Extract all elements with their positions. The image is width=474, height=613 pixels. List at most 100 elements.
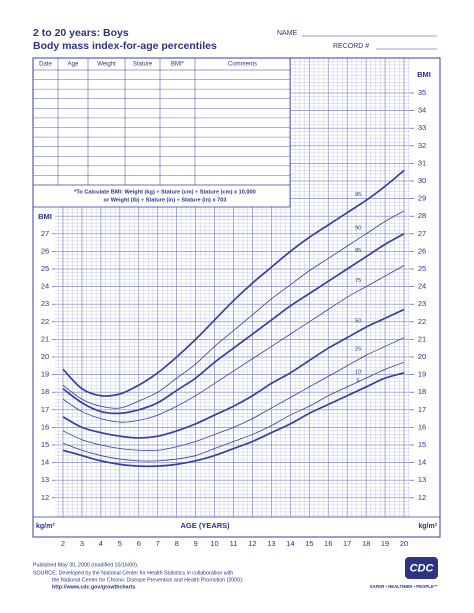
chart-subtitle: Body mass index-for-age percentiles bbox=[33, 40, 217, 52]
bmi-formula: or Weight (lb) ÷ Stature (in) ÷ Stature … bbox=[104, 197, 227, 203]
published-note: Published May 30, 2000 (modified 10/16/0… bbox=[33, 562, 138, 568]
x-tick-label: 8 bbox=[175, 539, 179, 548]
axes: BMIBMI1213141516171819202122232425262712… bbox=[34, 59, 439, 548]
chart-title: 2 to 20 years: Boys bbox=[33, 27, 129, 39]
y-tick-label: 20 bbox=[41, 352, 49, 361]
percentile-label: 90 bbox=[355, 225, 361, 231]
y-tick-label: 35 bbox=[418, 88, 426, 97]
y-tick-label: 12 bbox=[418, 493, 426, 502]
y-tick-label: 29 bbox=[418, 194, 426, 203]
curves: 95 90 85 75 50 25 10 5 bbox=[62, 169, 405, 468]
y-tick-label: 12 bbox=[41, 493, 49, 502]
source-line: the National Center for Chronic Disease … bbox=[52, 577, 243, 583]
unit-label: kg/m² bbox=[36, 523, 55, 530]
record-label: RECORD # bbox=[333, 43, 369, 50]
y-tick-label: 34 bbox=[418, 106, 426, 115]
y-tick-label: 22 bbox=[418, 317, 426, 326]
y-axis-title: BMI bbox=[38, 212, 52, 221]
x-tick-label: 18 bbox=[362, 539, 370, 548]
y-tick-label: 32 bbox=[418, 141, 426, 150]
x-tick-label: 5 bbox=[118, 539, 122, 548]
y-tick-label: 18 bbox=[418, 387, 426, 396]
y-tick-label: 23 bbox=[418, 299, 426, 308]
column-header: Age bbox=[68, 62, 79, 68]
cdc-logo bbox=[405, 557, 438, 579]
percentile-curve bbox=[62, 265, 405, 423]
percentile-label: 75 bbox=[355, 278, 361, 284]
frame bbox=[32, 57, 441, 538]
y-tick-label: 24 bbox=[418, 282, 426, 291]
column-header: Date bbox=[39, 62, 52, 68]
percentile-label: 85 bbox=[355, 248, 361, 254]
logo-tagline: SAFER • HEALTHIER • PEOPLE™ bbox=[370, 584, 438, 589]
percentile-curve bbox=[62, 233, 405, 415]
percentile-curve bbox=[62, 308, 405, 439]
y-tick-label: 19 bbox=[418, 370, 426, 379]
percentile-label: 95 bbox=[355, 192, 361, 198]
url: http://www.cdc.gov/growthcharts bbox=[52, 584, 135, 590]
percentile-curve bbox=[62, 169, 405, 397]
percentile-curve bbox=[62, 210, 405, 409]
x-tick-label: 6 bbox=[137, 539, 141, 548]
x-tick-label: 10 bbox=[210, 539, 218, 548]
y-tick-label: 28 bbox=[418, 211, 426, 220]
column-header: BMI* bbox=[171, 62, 185, 68]
percentile-curve bbox=[62, 337, 405, 452]
y-tick-label: 31 bbox=[418, 158, 426, 167]
x-tick-label: 14 bbox=[286, 539, 294, 548]
y-tick-label: 16 bbox=[41, 422, 49, 431]
percentile-curve bbox=[62, 372, 405, 468]
x-tick-label: 11 bbox=[230, 539, 238, 548]
y-tick-label: 19 bbox=[41, 370, 49, 379]
x-tick-label: 19 bbox=[381, 539, 389, 548]
y-tick-label: 17 bbox=[418, 405, 426, 414]
y-tick-label: 21 bbox=[41, 334, 49, 343]
y-tick-label: 25 bbox=[41, 264, 49, 273]
percentile-label: 10 bbox=[355, 370, 361, 376]
logo-text: CDC bbox=[410, 562, 435, 574]
y-tick-label: 15 bbox=[418, 440, 426, 449]
percentile-label: 50 bbox=[355, 319, 361, 325]
y-tick-label: 13 bbox=[418, 475, 426, 484]
y-tick-label: 26 bbox=[418, 246, 426, 255]
unit-label: kg/m² bbox=[418, 523, 437, 530]
column-header: Stature bbox=[133, 62, 153, 68]
bmi-formula: *To Calculate BMI: Weight (kg) ÷ Stature… bbox=[74, 189, 256, 195]
column-header: Weight bbox=[97, 62, 116, 68]
percentile-curve bbox=[62, 361, 405, 462]
x-tick-label: 13 bbox=[267, 539, 275, 548]
x-axis-title: AGE (YEARS) bbox=[180, 521, 230, 530]
column-header: Comments bbox=[228, 62, 257, 68]
right-label-strip bbox=[410, 59, 439, 516]
source-line: SOURCE: Developed by the National Center… bbox=[33, 570, 233, 576]
y-tick-label: 14 bbox=[418, 458, 426, 467]
percentile-label: 5 bbox=[357, 378, 360, 384]
x-tick-label: 3 bbox=[80, 539, 84, 548]
x-tick-label: 4 bbox=[99, 539, 103, 548]
y-tick-label: 23 bbox=[41, 299, 49, 308]
y-tick-label: 27 bbox=[418, 229, 426, 238]
y-tick-label: 20 bbox=[418, 352, 426, 361]
y-tick-label: 25 bbox=[418, 264, 426, 273]
y-tick-label: 24 bbox=[41, 282, 49, 291]
x-tick-label: 15 bbox=[305, 539, 313, 548]
y-tick-label: 18 bbox=[41, 387, 49, 396]
y-tick-label: 16 bbox=[418, 422, 426, 431]
x-tick-label: 7 bbox=[156, 539, 160, 548]
y-tick-label: 27 bbox=[41, 229, 49, 238]
x-tick-label: 16 bbox=[324, 539, 332, 548]
percentile-label: 25 bbox=[355, 347, 361, 353]
y-tick-label: 13 bbox=[41, 475, 49, 484]
record-table: Date Age Weight Stature BMI* Comments *To Calc… bbox=[32, 57, 291, 208]
x-tick-label: 20 bbox=[400, 539, 408, 548]
name-label: NAME bbox=[277, 30, 298, 37]
left-label-strip bbox=[34, 210, 55, 516]
y-tick-label: 33 bbox=[418, 123, 426, 132]
y-tick-label: 26 bbox=[41, 246, 49, 255]
y-tick-label: 22 bbox=[41, 317, 49, 326]
x-tick-label: 17 bbox=[343, 539, 351, 548]
x-tick-label: 9 bbox=[194, 539, 198, 548]
y-tick-label: 17 bbox=[41, 405, 49, 414]
